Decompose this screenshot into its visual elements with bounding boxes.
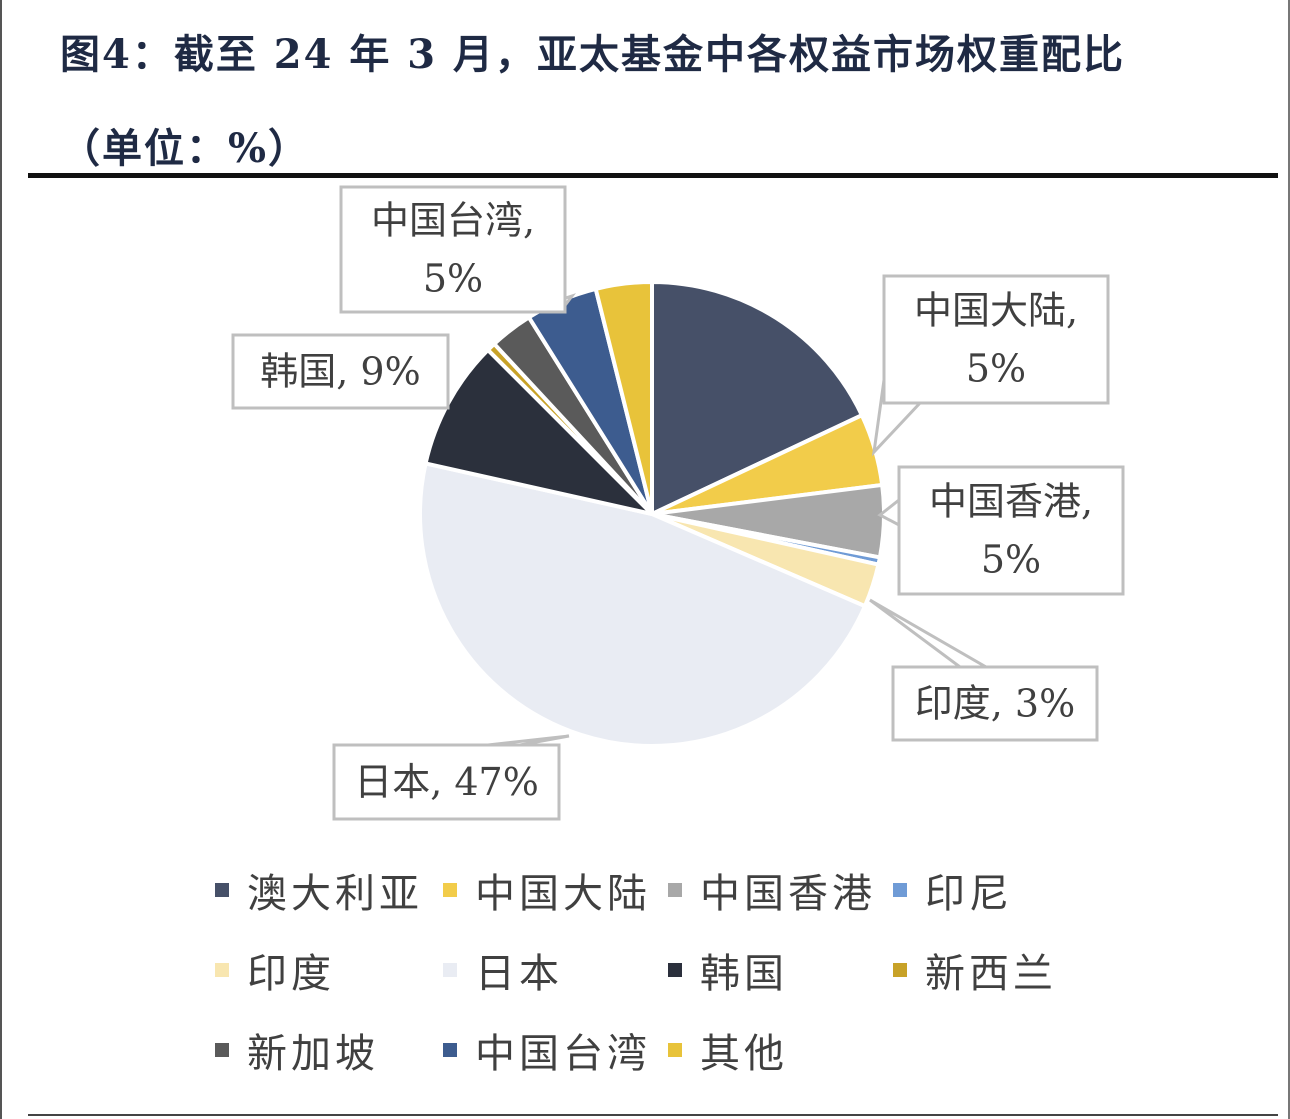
- data-label-2: 中国大陆, 5%: [871, 274, 1110, 457]
- legend-label: 中国大陆: [475, 871, 651, 917]
- data-label-text: 5%: [966, 347, 1026, 391]
- bottom-divider: [28, 1114, 1278, 1116]
- data-label-text: 中国香港,: [929, 480, 1093, 524]
- legend-swatch: [443, 1043, 457, 1057]
- data-label-text: 中国台湾,: [371, 199, 535, 243]
- legend-item: 中国台湾: [443, 1020, 651, 1080]
- legend-swatch: [668, 883, 682, 897]
- legend-label: 韩国: [700, 951, 788, 997]
- data-label-text: 印度, 3%: [915, 682, 1075, 726]
- legend-label: 新西兰: [925, 951, 1057, 997]
- callout-box: [339, 185, 567, 314]
- legend-item: 澳大利亚: [215, 860, 423, 920]
- legend-label: 日本: [475, 951, 563, 997]
- right-border: [1288, 0, 1290, 1119]
- callout-box: [891, 665, 1099, 742]
- data-label-3: 韩国, 9%: [231, 333, 450, 410]
- legend-swatch: [668, 1043, 682, 1057]
- chart-title-line2: （单位：%）: [60, 125, 311, 172]
- legend-item: 韩国: [668, 940, 788, 1000]
- legend-item: 日本: [443, 940, 563, 1000]
- data-label-text: 日本, 47%: [354, 760, 539, 804]
- callout-box: [332, 743, 561, 821]
- callout-box: [231, 333, 450, 410]
- legend-swatch: [668, 963, 682, 977]
- legend-label: 中国台湾: [475, 1031, 651, 1077]
- legend-label: 中国香港: [700, 871, 876, 917]
- legend-label: 印度: [247, 951, 335, 997]
- chart-title: 图4：截至 24 年 3 月，亚太基金中各权益市场权重配比 （单位：%）: [60, 8, 1270, 196]
- data-label-text: 中国大陆,: [914, 289, 1078, 333]
- pie-slice-6: [418, 461, 868, 748]
- legend-item: 新西兰: [893, 940, 1057, 1000]
- data-label-4: 中国香港, 5%: [877, 465, 1125, 596]
- callout-box: [882, 274, 1110, 405]
- legend-label: 其他: [700, 1031, 788, 1077]
- legend-item: 新加坡: [215, 1020, 379, 1080]
- legend-swatch: [893, 883, 907, 897]
- callout-pointer: [869, 598, 992, 669]
- left-border: [0, 0, 2, 1119]
- legend-swatch: [215, 963, 229, 977]
- data-label-6: 日本, 47%: [332, 734, 570, 821]
- title-divider: [28, 173, 1278, 178]
- data-label-text: 韩国, 9%: [260, 350, 420, 394]
- legend-item: 印度: [215, 940, 335, 1000]
- legend-label: 新加坡: [247, 1031, 379, 1077]
- pie-slice-1: [650, 279, 865, 518]
- legend-item: 中国大陆: [443, 860, 651, 920]
- legend-swatch: [443, 883, 457, 897]
- data-label-1: 中国台湾, 5%: [339, 185, 577, 314]
- legend-item: 印尼: [893, 860, 1013, 920]
- data-label-text: 5%: [423, 257, 483, 301]
- legend-label: 印尼: [925, 871, 1013, 917]
- legend-label: 澳大利亚: [247, 871, 423, 917]
- pie-slice-11: [593, 279, 654, 515]
- legend-swatch: [443, 963, 457, 977]
- chart-title-line1: 图4：截至 24 年 3 月，亚太基金中各权益市场权重配比: [60, 31, 1126, 78]
- data-label-text: 5%: [981, 538, 1041, 582]
- legend-swatch: [215, 883, 229, 897]
- data-label-5: 印度, 3%: [869, 598, 1099, 742]
- legend-item: 其他: [668, 1020, 788, 1080]
- callout-box: [897, 465, 1125, 596]
- legend-item: 中国香港: [668, 860, 876, 920]
- legend-swatch: [893, 963, 907, 977]
- legend-swatch: [215, 1043, 229, 1057]
